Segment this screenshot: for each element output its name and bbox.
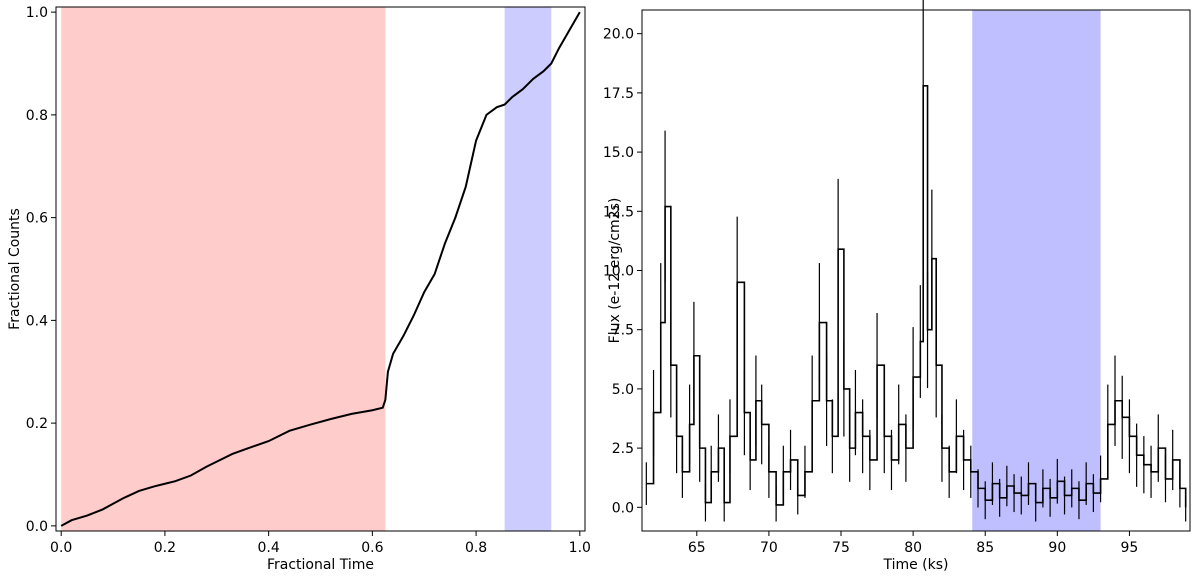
x-tick-label: 0.8 [465,540,487,556]
x-axis-label: Fractional Time [267,557,374,573]
axes-frame [55,6,586,532]
x-tick-label: 95 [1121,540,1139,556]
y-tick-label: 0.4 [26,313,48,329]
x-tick-label: 65 [688,540,706,556]
data-series-path [646,84,1187,508]
shaded-regions [61,7,552,531]
x-tick-label: 0.6 [361,540,383,556]
y-tick-label: 0.0 [612,500,634,516]
series-line [60,11,581,527]
y-tick-label: 0.8 [26,108,48,124]
y-tick-label: 0.6 [26,211,48,227]
x-ticks: 0.0 0.2 0.4 0.6 0.8 1.0 [50,531,591,556]
x-ticks: 65 70 75 80 85 90 95 [688,531,1138,556]
x-tick-label: 0.2 [154,540,176,556]
x-tick-label: 75 [832,540,850,556]
y-axis-label: Fractional Counts [7,208,23,330]
y-axis-label: Flux (e-12 erg/cm2s) [607,198,623,344]
x-tick-label: 80 [904,540,922,556]
x-tick-label: 1.0 [569,540,591,556]
x-tick-label: 85 [976,540,994,556]
y-tick-label: 12.5 [603,204,634,220]
shaded-region-0 [61,7,386,531]
x-tick-label: 0.4 [258,540,280,556]
y-tick-label: 20.0 [603,27,634,43]
y-tick-label: 0.2 [26,416,48,432]
shaded-region-1 [504,7,552,531]
data-series-path [60,11,581,527]
x-tick-label: 90 [1048,540,1066,556]
cumulative-counts-chart: 0.0 0.2 0.4 0.6 0.8 1.0 0.0 0.2 0.4 0.6 0.8 1.0 Fr… [7,5,591,573]
y-tick-label: 0.0 [26,519,48,535]
x-tick-label: 70 [760,540,778,556]
y-tick-label: 1.0 [26,5,48,21]
y-tick-label: 5.0 [612,382,634,398]
shaded-region-0 [972,10,1101,531]
y-tick-label: 7.5 [612,323,634,339]
series-line [645,0,1187,522]
light-curve-chart: 65 70 75 80 85 90 95 0.0 2.5 5.0 7.5 10.0 12.5 15.0 1… [603,0,1191,573]
y-tick-label: 10.0 [603,264,634,280]
y-tick-label: 17.5 [603,86,634,102]
x-tick-label: 0.0 [50,540,72,556]
y-ticks: 0.0 0.2 0.4 0.6 0.8 1.0 [26,5,56,535]
y-ticks: 0.0 2.5 5.0 7.5 10.0 12.5 15.0 17.5 20.0 [603,27,642,516]
y-tick-label: 15.0 [603,145,634,161]
y-tick-label: 2.5 [612,441,634,457]
x-axis-label: Time (ks) [882,557,948,573]
shaded-regions [972,10,1101,531]
